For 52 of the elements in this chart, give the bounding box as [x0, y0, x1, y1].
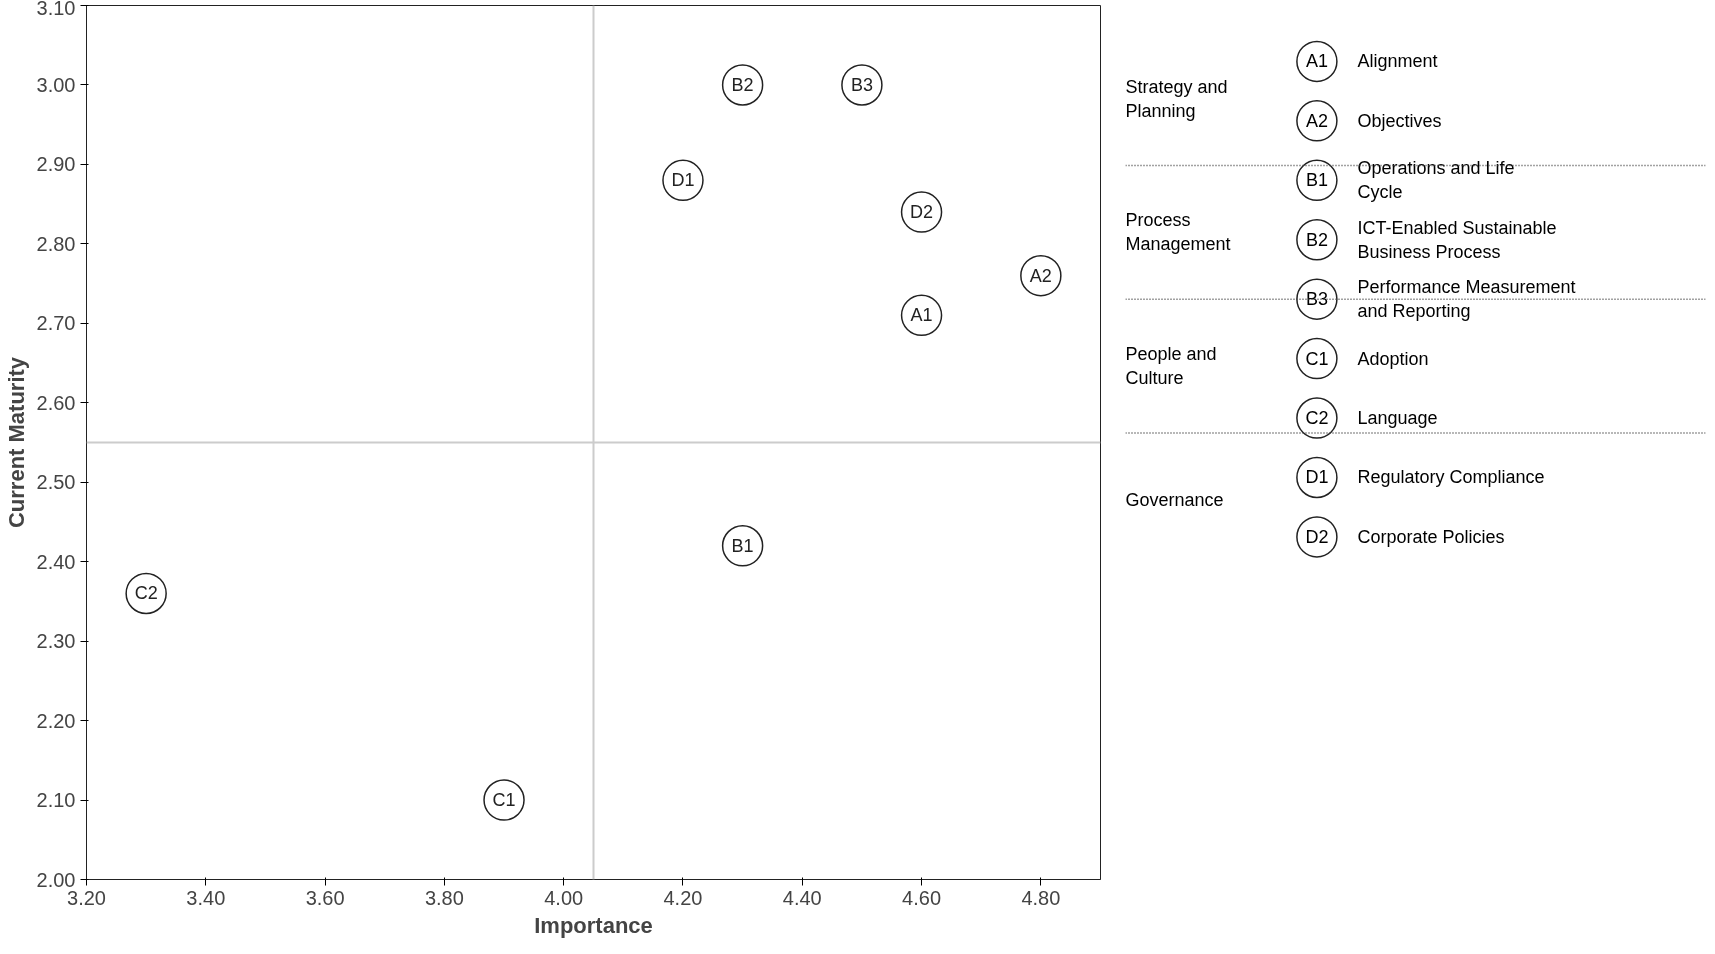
y-tick-label: 2.50: [36, 471, 76, 494]
x-tick-label: 4.80: [1021, 886, 1061, 909]
y-axis-title: Current Maturity: [3, 356, 29, 529]
y-tick-label: 2.30: [36, 630, 76, 653]
x-tick-label: 4.20: [663, 886, 703, 909]
legend-label: Language: [1357, 408, 1438, 429]
legend-label: Corporate Policies: [1357, 526, 1505, 547]
text: B3: [1305, 289, 1328, 310]
data-label: A2: [1029, 265, 1052, 286]
legend-label: Performance Measurement and Reporting: [1357, 277, 1576, 322]
data-label: C1: [492, 790, 516, 811]
x-tick-label: 3.80: [424, 886, 464, 909]
text: B1: [1305, 170, 1328, 191]
legend-label: Alignment: [1357, 51, 1438, 72]
text: B2: [1305, 229, 1328, 250]
text: D1: [1305, 467, 1329, 488]
legend-label: Adoption: [1357, 348, 1429, 369]
x-tick-label: 4.00: [544, 886, 584, 909]
y-tick-label: 2.20: [36, 709, 76, 732]
legend-label: Regulatory Compliance: [1357, 467, 1545, 488]
legend-label: Operations and Life Cycle: [1357, 158, 1515, 203]
data-label: C2: [134, 583, 158, 604]
text: Strategy and Planning: [1125, 76, 1228, 121]
text: A1: [1305, 51, 1328, 72]
y-tick-label: 2.80: [36, 232, 76, 255]
data-label: B1: [731, 535, 754, 556]
data-label: D2: [910, 202, 934, 223]
y-tick-label: 2.10: [36, 789, 76, 812]
y-tick-label: 2.90: [36, 153, 76, 176]
y-tick-label: 3.10: [36, 0, 76, 19]
text: Governance: [1125, 489, 1224, 510]
y-tick-label: 2.60: [36, 391, 76, 414]
data-label: D1: [671, 170, 695, 191]
text: C1: [1305, 348, 1329, 369]
text: D2: [1305, 526, 1329, 547]
y-tick-label: 3.00: [36, 73, 76, 96]
legend-label: Objectives: [1357, 110, 1442, 131]
data-label: A1: [910, 305, 933, 326]
legend-label: ICT-Enabled Sustainable Business Process: [1357, 217, 1557, 262]
text: People and Culture: [1125, 344, 1217, 389]
x-axis-title: Importance: [534, 912, 653, 938]
data-label: B3: [850, 74, 873, 95]
y-tick-label: 2.70: [36, 312, 76, 335]
x-tick-label: 4.40: [782, 886, 822, 909]
text: C2: [1305, 408, 1329, 429]
x-tick-label: 3.60: [305, 886, 345, 909]
data-label: B2: [731, 74, 754, 95]
text: Process Management: [1125, 210, 1231, 255]
y-tick-label: 2.40: [36, 550, 76, 573]
x-tick-label: 4.60: [902, 886, 942, 909]
text: A2: [1305, 110, 1328, 131]
x-tick-label: 3.40: [186, 886, 226, 909]
